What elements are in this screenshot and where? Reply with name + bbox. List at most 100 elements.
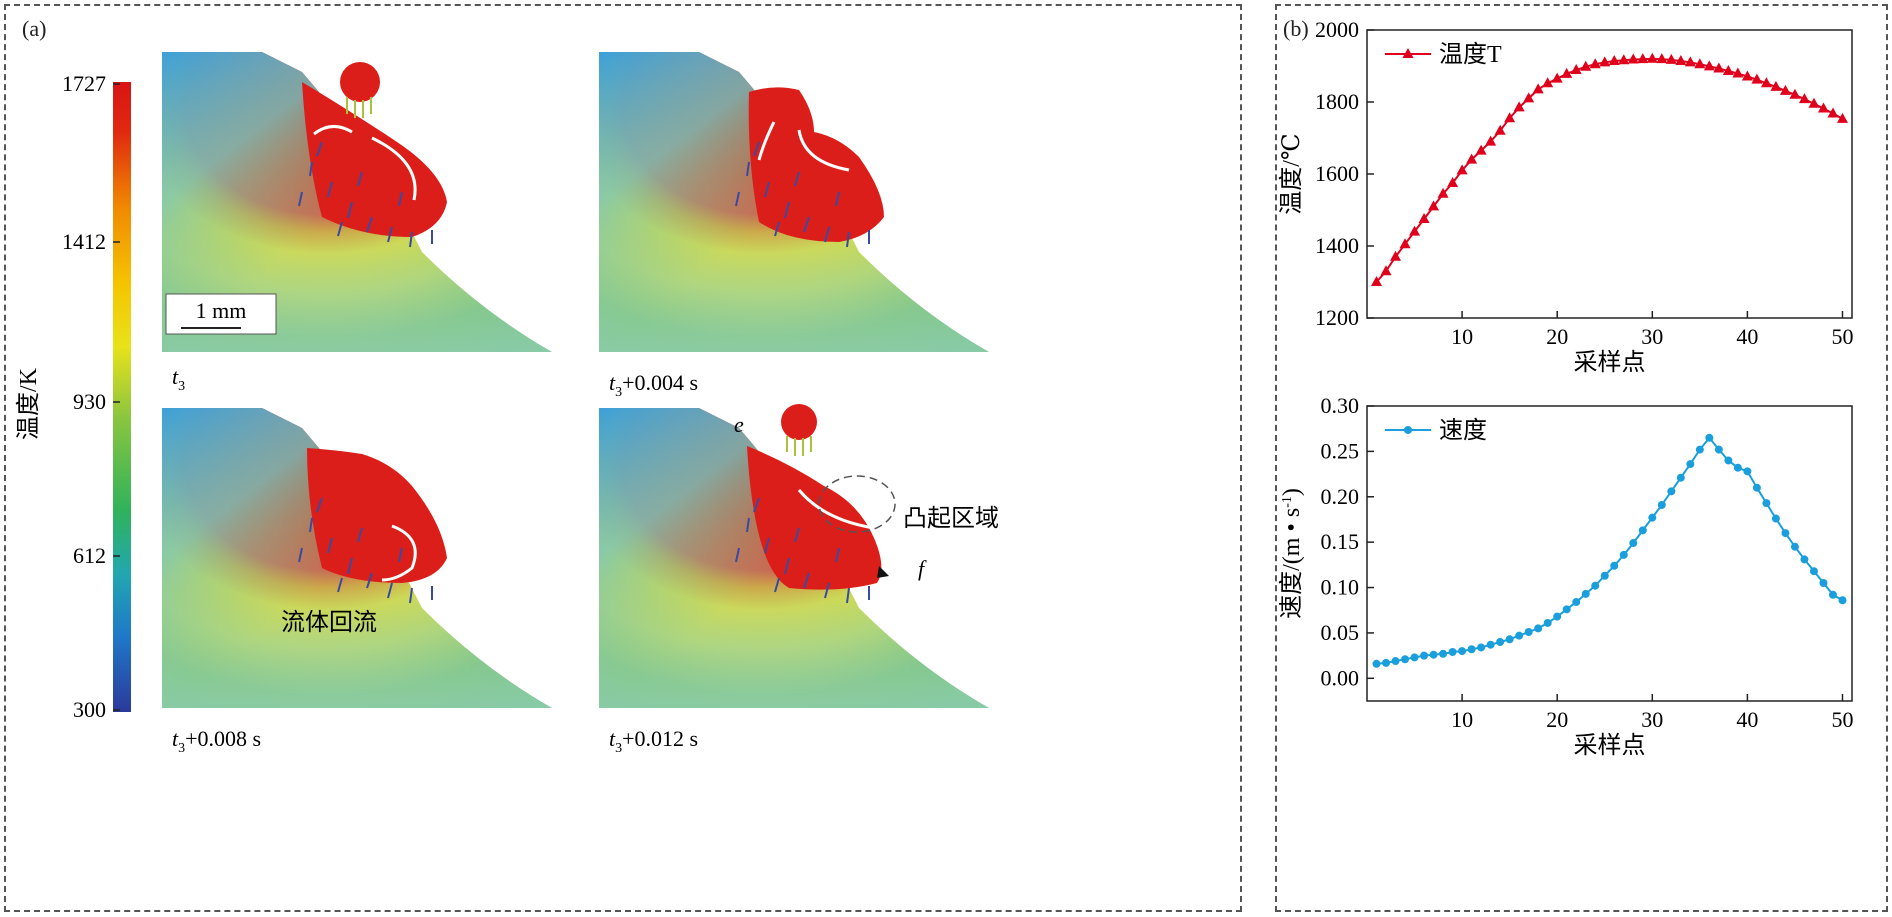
data-point <box>1456 164 1468 175</box>
data-point <box>1475 144 1487 155</box>
data-point <box>1619 550 1628 559</box>
data-point <box>1770 80 1782 91</box>
data-point <box>1790 542 1799 551</box>
colorbar-tick-label: 612 <box>73 543 106 568</box>
data-point <box>1637 53 1649 64</box>
data-point <box>1695 445 1704 454</box>
data-point <box>1561 67 1573 78</box>
data-point <box>1771 514 1780 523</box>
data-point <box>1399 238 1411 249</box>
data-point <box>1667 487 1676 496</box>
snapshot-3-label: t3+0.008 s <box>172 726 261 756</box>
data-point <box>1722 65 1734 76</box>
data-point <box>1714 445 1723 454</box>
data-point <box>1733 463 1742 472</box>
data-point <box>1580 60 1592 71</box>
annotation-backflow: 流体回流 <box>281 609 377 636</box>
data-point <box>1532 83 1544 94</box>
data-point <box>1656 53 1668 64</box>
data-point <box>1429 650 1438 659</box>
data-point <box>1741 70 1753 81</box>
y-tick-label: 1400 <box>1315 233 1359 258</box>
y-tick-label: 0.30 <box>1321 393 1360 418</box>
data-point <box>1781 529 1790 538</box>
snapshot-3-pool <box>162 408 552 708</box>
snapshot-1-label: t3 <box>172 364 185 394</box>
x-tick-label: 40 <box>1736 324 1758 349</box>
data-point <box>1437 187 1449 198</box>
snapshot-2-label: t3+0.004 s <box>609 370 698 400</box>
y-tick-label: 0.15 <box>1321 529 1360 554</box>
colorbar-tick-label: 930 <box>73 389 106 414</box>
y-tick-label: 1200 <box>1315 305 1359 330</box>
data-point <box>1760 77 1772 88</box>
data-point <box>1827 107 1839 118</box>
data-point <box>1675 54 1687 65</box>
flow-arrow <box>313 125 353 136</box>
scale-bar-label: 1 mm <box>196 298 247 323</box>
legend-marker <box>1404 426 1412 434</box>
data-point <box>1610 561 1619 570</box>
data-point <box>1724 456 1733 465</box>
x-tick-label: 50 <box>1831 707 1853 732</box>
data-point <box>1789 88 1801 99</box>
legend-label: 速度 <box>1439 417 1487 444</box>
y-tick-label: 0.25 <box>1321 438 1360 463</box>
data-point <box>1638 526 1647 535</box>
data-point <box>1409 225 1421 236</box>
y-tick-label: 0.05 <box>1321 620 1360 645</box>
data-point <box>1551 72 1563 83</box>
data-point <box>1800 555 1809 564</box>
data-point <box>1838 596 1847 605</box>
data-point <box>1618 54 1630 65</box>
panel-b-charts: 10 20 30 40 50 1200 1400 1600 1800 2000 采样点 温度/℃ 温度T… <box>1278 17 1853 759</box>
data-point <box>1762 499 1771 508</box>
plot-frame-2 <box>1366 405 1853 702</box>
data-point <box>1657 500 1666 509</box>
bulge-outline <box>818 475 896 533</box>
data-point <box>1523 92 1535 103</box>
data-point <box>1418 213 1430 223</box>
data-point <box>1486 640 1495 649</box>
data-point <box>1648 513 1657 522</box>
data-point <box>1572 598 1581 607</box>
data-point <box>1684 56 1696 67</box>
data-point <box>1819 579 1828 587</box>
panel-b-label: (b) <box>1283 16 1309 41</box>
data-point <box>1705 433 1714 442</box>
data-point <box>1836 112 1848 123</box>
y-tick-label: 0.10 <box>1321 575 1360 600</box>
flow-arrow <box>381 524 417 582</box>
data-point <box>1458 647 1467 656</box>
data-point <box>1390 250 1402 261</box>
data-point <box>1380 265 1392 276</box>
data-point <box>1629 539 1638 548</box>
data-point <box>1420 651 1429 660</box>
data-point <box>1447 177 1459 187</box>
data-point <box>1439 649 1448 658</box>
data-point <box>1504 112 1516 123</box>
snapshot-2-pool <box>599 52 989 352</box>
data-point <box>1410 653 1419 662</box>
data-point <box>1401 655 1410 664</box>
data-point <box>1676 473 1685 482</box>
series-line-2 <box>1376 436 1843 665</box>
data-point <box>1428 200 1440 211</box>
colorbar-tick-label: 1412 <box>62 229 106 254</box>
y-axis-label: 温度/℃ <box>1278 133 1305 215</box>
data-point <box>1581 589 1590 598</box>
data-point <box>1627 53 1639 64</box>
data-point <box>1779 84 1791 95</box>
data-point <box>1608 54 1620 65</box>
annotation-point-e: e <box>734 412 744 437</box>
data-point <box>1382 658 1391 667</box>
y-tick-label: 1600 <box>1315 161 1359 186</box>
data-point <box>1589 58 1601 69</box>
panel-a-figure: 1727 1412 930 612 300 温度/K 1 mm t3 t3+0.… <box>15 52 999 756</box>
series-line-1 <box>1375 57 1843 283</box>
x-axis-label: 采样点 <box>1574 732 1646 759</box>
colorbar-tick-label: 1727 <box>62 71 106 96</box>
data-point <box>1570 63 1582 74</box>
x-tick-label: 10 <box>1451 324 1473 349</box>
x-tick-label: 10 <box>1451 707 1473 732</box>
